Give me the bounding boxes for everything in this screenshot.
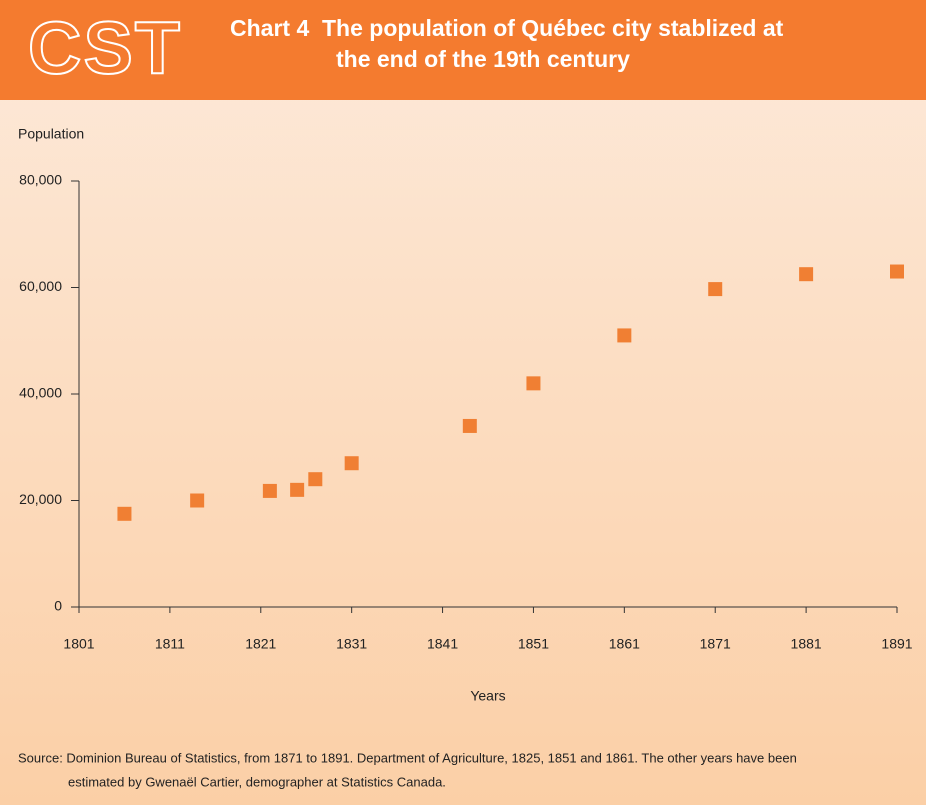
- x-axis-label: Years: [470, 688, 505, 704]
- logo: CST: [28, 7, 182, 90]
- point: [290, 482, 305, 497]
- x-tick-label: 1861: [609, 636, 640, 652]
- header-band: [0, 0, 926, 100]
- point: [308, 472, 323, 487]
- x-tick-label: 1821: [245, 636, 276, 652]
- point: [117, 506, 132, 521]
- x-tick-label: 1881: [791, 636, 822, 652]
- point: [344, 456, 359, 471]
- point: [799, 267, 814, 282]
- y-axis-label: Population: [18, 126, 84, 142]
- x-tick-label: 1871: [700, 636, 731, 652]
- y-tick-label: 60,000: [19, 278, 62, 294]
- point: [617, 328, 632, 343]
- y-tick-label: 40,000: [19, 385, 62, 401]
- point: [462, 418, 477, 433]
- x-tick-label: 1851: [518, 636, 549, 652]
- point: [890, 264, 904, 279]
- chart-title-line: The population of Québec city stablized …: [322, 15, 784, 41]
- source-line: Source: Dominion Bureau of Statistics, f…: [18, 750, 797, 765]
- x-tick-label: 1891: [881, 636, 912, 652]
- x-tick-label: 1841: [427, 636, 458, 652]
- point: [526, 376, 541, 391]
- point: [190, 493, 205, 508]
- point: [262, 483, 277, 498]
- y-tick-label: 0: [54, 598, 62, 614]
- x-tick-label: 1801: [63, 636, 94, 652]
- point: [708, 282, 723, 297]
- source-line: estimated by Gwenaël Cartier, demographe…: [68, 774, 446, 789]
- x-tick-label: 1831: [336, 636, 367, 652]
- chart-label: Chart 4: [230, 15, 309, 41]
- x-tick-label: 1811: [155, 636, 185, 652]
- y-tick-label: 80,000: [19, 172, 62, 188]
- chart-title-line: the end of the 19th century: [336, 46, 630, 72]
- y-tick-label: 20,000: [19, 491, 62, 507]
